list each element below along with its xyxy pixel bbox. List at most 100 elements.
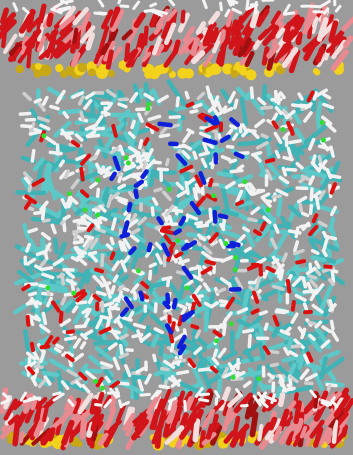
oxygen-bond [81, 169, 82, 180]
oxygen-bond [255, 231, 260, 234]
hydrogen-bond [119, 0, 121, 3]
hydrogen-bond [320, 146, 329, 148]
oxygen-bond [113, 126, 116, 136]
oxygen-bond [328, 430, 329, 441]
carbon-bond [239, 142, 261, 144]
oxygen-bond [252, 414, 255, 434]
oxygen-bond [346, 38, 351, 45]
hydrogen-bond [330, 175, 340, 177]
hydrogen-bond [163, 278, 171, 280]
hydrogen-bond [150, 264, 155, 266]
nitrogen-bond [165, 303, 169, 307]
oxygen-bond [188, 104, 193, 106]
hydrogen-bond [244, 228, 248, 231]
hydrogen-bond [332, 272, 333, 282]
oxygen-bond [259, 426, 261, 439]
oxygen-bond [208, 426, 211, 437]
oxygen-bond [28, 317, 29, 325]
oxygen-bond [21, 433, 23, 441]
hydrogen-bond [276, 152, 278, 157]
oxygen-bond [261, 268, 262, 275]
hydrogen-bond [29, 229, 36, 231]
oxygen-bond [268, 268, 274, 271]
hydrogen-bond [262, 135, 267, 137]
hydrogen-bond [292, 346, 299, 347]
hydrogen-bond [173, 362, 179, 364]
hydrogen-bond [76, 326, 85, 327]
chloride-ion [146, 102, 151, 107]
chloride-ion [126, 160, 131, 165]
nitrogen-bond [143, 171, 147, 176]
carbon-bond [87, 371, 100, 372]
hydrogen-bond [185, 401, 186, 410]
oxygen-bond [28, 46, 30, 66]
hydrogen-bond [133, 174, 141, 175]
hydrogen-bond [30, 293, 36, 295]
sulfur-atom [88, 68, 96, 76]
oxygen-bond [15, 423, 17, 444]
hydrogen-bond [29, 185, 31, 191]
oxygen-bond [334, 422, 336, 442]
hydrogen-bond [141, 394, 149, 395]
carbon-bond [40, 315, 43, 332]
hydrogen-bond [74, 219, 84, 221]
hydrogen-bond [65, 171, 68, 177]
hydrogen-bond [244, 330, 252, 332]
sulfur-atom [314, 69, 320, 75]
hydrogen-bond [194, 152, 196, 158]
hydrogen-bond [73, 258, 78, 260]
oxygen-bond [332, 45, 333, 54]
chloride-ion [146, 106, 151, 111]
hydrogen-bond [105, 108, 106, 115]
hydrogen-bond [167, 160, 168, 165]
oxygen-bond [29, 11, 32, 29]
oxygen-bond [297, 261, 304, 262]
oxygen-bond [212, 368, 216, 372]
oxygen-bond [32, 344, 33, 350]
oxygen-bond [145, 139, 148, 144]
oxygen-bond [176, 253, 181, 256]
oxygen-bond [281, 395, 283, 404]
carbon-bond [50, 286, 66, 289]
oxygen-bond [298, 34, 299, 42]
hydrogen-bond [98, 292, 105, 294]
oxygen-bond [222, 31, 224, 40]
carbon-bond [318, 117, 320, 130]
hydrogen-bond [43, 208, 44, 219]
hydrogen-bond [235, 100, 237, 107]
hydrogen-bond [119, 383, 127, 384]
hydrogen-bond [309, 276, 315, 278]
chloride-ion [281, 127, 286, 132]
hydrogen-bond [74, 242, 82, 243]
hydrogen-bond [110, 331, 119, 333]
hydrogen-bond [290, 141, 300, 143]
hydrogen-bond [324, 241, 326, 250]
hydrogen-bond [331, 147, 333, 156]
hydrogen-bond [277, 310, 287, 312]
chloride-ion [266, 207, 271, 212]
oxygen-bond [253, 310, 258, 312]
hydrogen-bond [265, 324, 267, 329]
chloride-ion [233, 255, 238, 260]
hydrogen-bond [319, 157, 321, 163]
hydrogen-bond [303, 278, 305, 287]
hydrogen-bond [272, 364, 278, 365]
hydrogen-bond [105, 303, 112, 305]
hydrogen-bond [186, 93, 188, 98]
oxygen-bond [210, 180, 211, 185]
hydrogen-bond [155, 189, 161, 191]
hydrogen-bond [301, 225, 309, 226]
chloride-ion [185, 285, 190, 290]
carbon-bond [141, 227, 142, 246]
hydrogen-bond [200, 394, 208, 395]
carbon-bond [137, 360, 138, 379]
hydrogen-bond [31, 362, 35, 365]
oxygen-bond [74, 54, 78, 64]
oxygen-bond [3, 33, 5, 46]
sulfur-atom [246, 70, 257, 81]
carbon-bond [24, 225, 27, 237]
molecular-scene [0, 0, 353, 455]
chloride-ion [320, 120, 325, 125]
hydrogen-bond [221, 225, 224, 230]
chloride-ion [321, 138, 326, 143]
